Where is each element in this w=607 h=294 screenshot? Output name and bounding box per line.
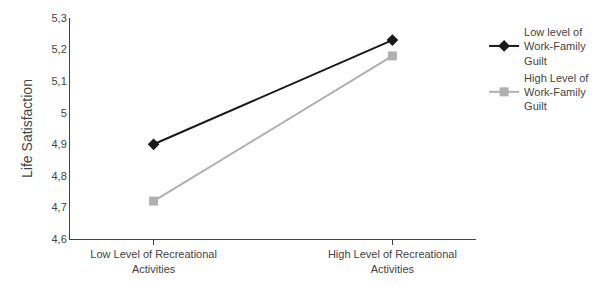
svg-text:High Level of RecreationalActi: High Level of RecreationalActivities bbox=[328, 248, 457, 274]
svg-text:Life Satisfaction: Life Satisfaction bbox=[19, 79, 35, 178]
svg-text:4,7: 4,7 bbox=[52, 201, 67, 213]
svg-text:High Level ofWork-FamilyGuilt: High Level ofWork-FamilyGuilt bbox=[524, 72, 589, 113]
svg-text:5,2: 5,2 bbox=[52, 43, 67, 55]
svg-text:4,6: 4,6 bbox=[52, 233, 67, 245]
svg-text:4,8: 4,8 bbox=[52, 170, 67, 182]
svg-text:Low level ofWork-FamilyGuilt: Low level ofWork-FamilyGuilt bbox=[524, 26, 586, 67]
svg-text:4,9: 4,9 bbox=[52, 138, 67, 150]
svg-text:5: 5 bbox=[61, 107, 67, 119]
svg-text:Low Level of RecreationalActiv: Low Level of RecreationalActivities bbox=[90, 248, 217, 274]
svg-text:5,1: 5,1 bbox=[52, 75, 67, 87]
svg-text:5,3: 5,3 bbox=[52, 12, 67, 24]
